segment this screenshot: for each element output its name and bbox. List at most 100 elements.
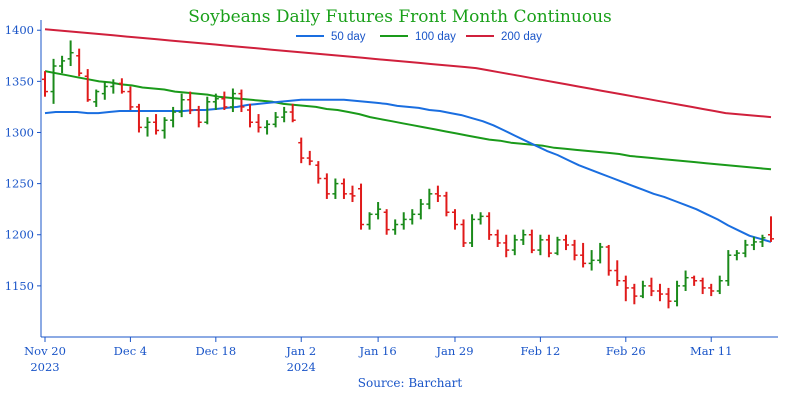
ohlc-bar [212, 93, 219, 110]
ohlc-bar [187, 91, 194, 115]
ohlc-bar [281, 106, 288, 123]
ohlc-bar [486, 212, 493, 240]
ohlc-bar [178, 93, 185, 118]
legend-item: 200 day [466, 31, 542, 43]
x-tick-label: Nov 20 [24, 344, 66, 358]
legend-label: 200 day [501, 31, 542, 43]
ohlc-bar [503, 234, 510, 258]
x-tick-label: Feb 26 [606, 344, 646, 358]
ohlc-bar [648, 277, 655, 297]
ohlc-bar [400, 212, 407, 230]
moving-average-lines [44, 28, 772, 243]
ohlc-bar [733, 250, 740, 261]
x-tick-year-label: 2024 [287, 360, 316, 374]
ohlc-bar [127, 86, 134, 110]
ohlc-bar [469, 214, 476, 248]
ohlc-bar [460, 219, 467, 248]
ohlc-bar [67, 40, 74, 67]
ohlc-bar [639, 280, 646, 299]
x-tick-label: Mar 11 [690, 344, 732, 358]
ohlc-bar [229, 88, 236, 113]
ohlc-bar [605, 244, 612, 276]
y-tick-label: 1300 [5, 125, 34, 139]
ohlc-bar [289, 103, 296, 123]
ohlc-bar [426, 188, 433, 210]
ohlc-bar [443, 191, 450, 217]
ohlc-bar [563, 234, 570, 251]
x-tick-label: Dec 4 [114, 344, 147, 358]
chart-title: Soybeans Daily Futures Front Month Conti… [188, 7, 612, 27]
ohlc-bar [110, 79, 117, 94]
ohlc-bar [298, 137, 305, 164]
ohlc-bar [691, 275, 698, 286]
ohlc-bar [708, 283, 715, 297]
ohlc-bar [323, 173, 330, 199]
ohlc-bar [204, 96, 211, 125]
ma-200-day-line [44, 28, 772, 119]
ohlc-bar [135, 103, 142, 133]
ohlc-bar [50, 58, 57, 104]
ohlc-bar [221, 91, 228, 110]
x-tick-year-label: 2023 [30, 360, 59, 374]
ohlc-bar [699, 277, 706, 295]
ohlc-bar [42, 71, 48, 97]
y-tick-label: 1250 [5, 177, 34, 191]
ohlc-bar [392, 219, 399, 235]
ohlc-bar [742, 239, 749, 258]
ohlc-bar [272, 112, 279, 128]
ohlc-bar [520, 229, 527, 245]
source-label: Source: Barchart [358, 376, 463, 390]
ohlc-bar [195, 105, 202, 128]
ohlc-bar [597, 242, 604, 264]
ohlc-bar [477, 212, 484, 225]
ohlc-bar [409, 209, 416, 225]
x-tick-label: Jan 16 [359, 344, 397, 358]
ohlc-bar [537, 234, 544, 256]
ohlc-bar [264, 120, 271, 135]
ohlc-bar [349, 185, 356, 203]
ohlc-bar [144, 117, 151, 137]
y-axis: 1150 1200 1250 1300 1350 1400 [5, 23, 41, 293]
ohlc-bar [725, 250, 732, 286]
ohlc-bar [76, 48, 83, 77]
ohlc-bar [366, 212, 373, 230]
legend-item: 100 day [380, 31, 456, 43]
ohlc-bar [434, 185, 441, 203]
ohlc-bar [631, 283, 638, 305]
ohlc-bar [554, 236, 561, 256]
ohlc-bar [118, 78, 125, 94]
price-bars [42, 40, 774, 309]
ohlc-bar [494, 229, 501, 248]
legend-label: 100 day [415, 31, 456, 43]
legend-item: 50 day [296, 31, 366, 43]
ohlc-bar [580, 242, 587, 268]
ohlc-bar [588, 250, 595, 271]
x-tick-label: Jan 2 [285, 344, 316, 358]
ohlc-bar [238, 89, 245, 113]
ohlc-bar [93, 89, 100, 107]
ohlc-bar [768, 216, 774, 242]
x-axis: Nov 20 2023 Dec 4 Dec 18 Jan 2 2024 Jan 16 Jan … [24, 337, 732, 374]
ohlc-bar [674, 280, 681, 307]
ohlc-bar [545, 234, 552, 258]
ohlc-bar [656, 283, 663, 302]
ohlc-bar [417, 198, 424, 220]
legend-label: 50 day [331, 31, 366, 43]
ohlc-bar [682, 270, 689, 291]
ma-100-day-line [44, 70, 772, 171]
x-tick-label: Jan 29 [435, 344, 473, 358]
ohlc-bar [383, 209, 390, 235]
ohlc-bar [528, 229, 535, 254]
ohlc-bar [571, 239, 578, 261]
ohlc-bar [759, 234, 766, 248]
ohlc-bar [161, 117, 168, 139]
ohlc-bar [306, 150, 313, 166]
x-tick-label: Dec 18 [195, 344, 236, 358]
y-tick-label: 1200 [5, 228, 34, 242]
ohlc-bar [255, 114, 262, 133]
x-tick-label: Feb 12 [520, 344, 560, 358]
ohlc-bar [511, 234, 518, 256]
ohlc-bar [332, 178, 339, 199]
ohlc-bar [340, 178, 347, 199]
y-tick-label: 1400 [5, 23, 34, 37]
